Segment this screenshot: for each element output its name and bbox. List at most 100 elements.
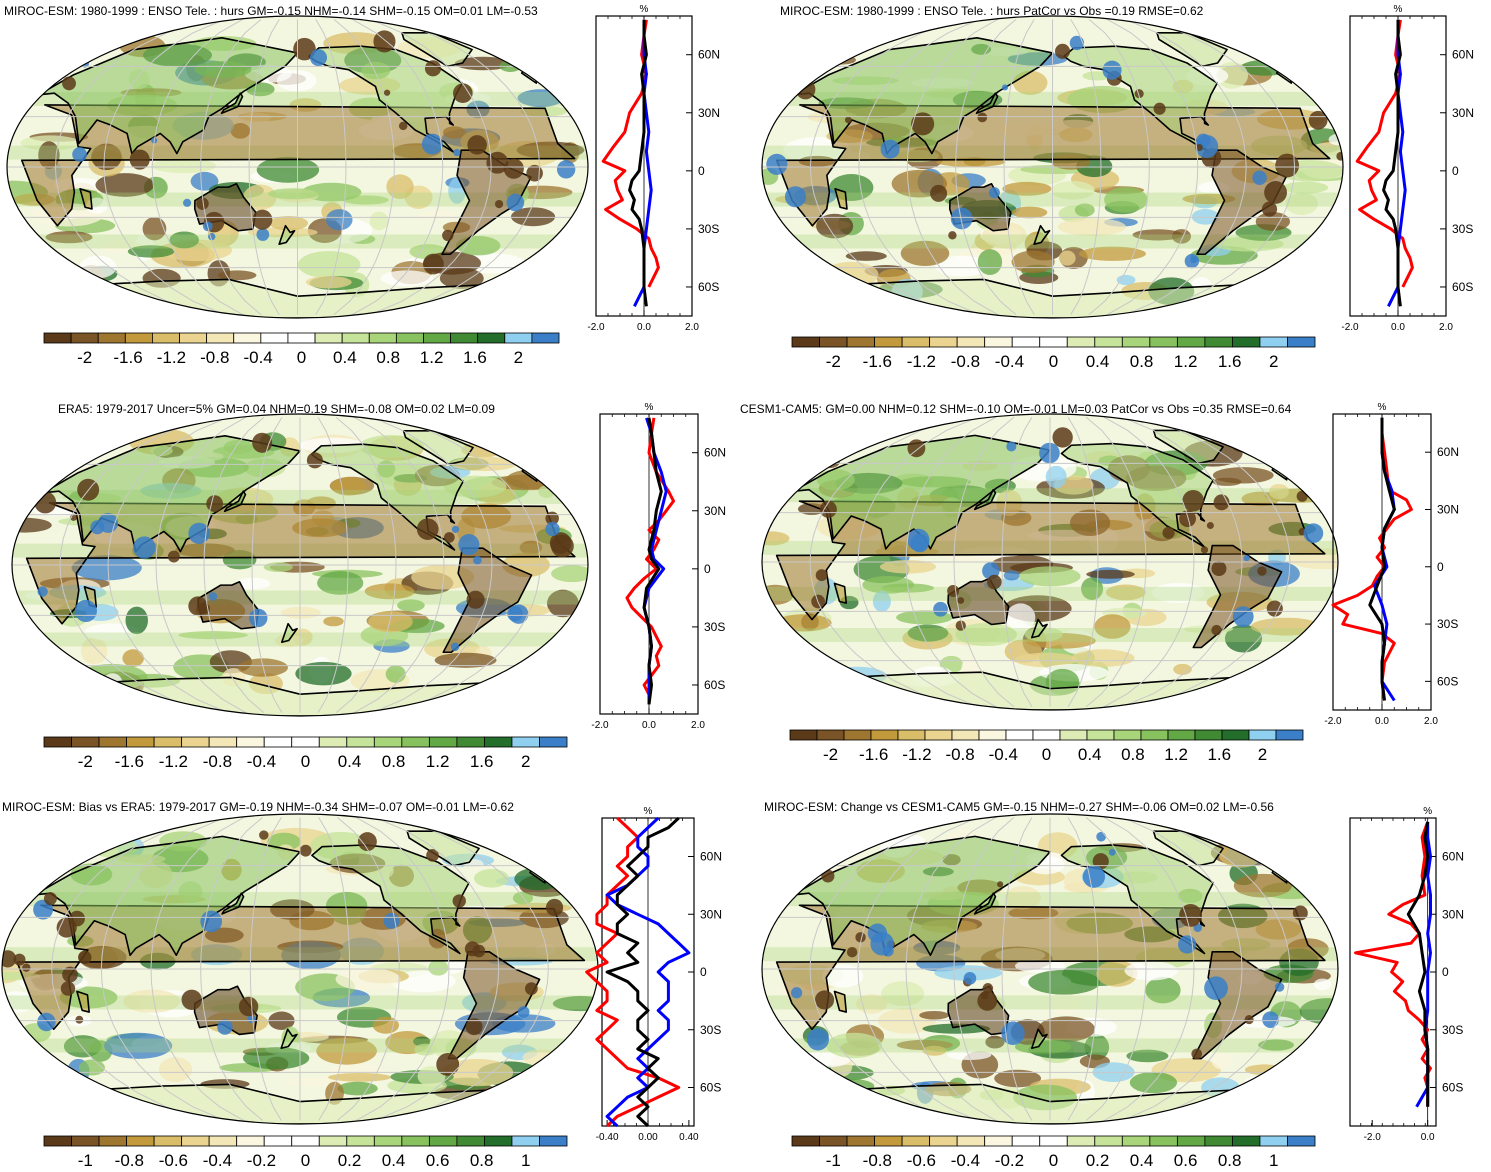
colorbar-swatch (874, 336, 903, 348)
longitude-gridline (374, 816, 500, 1122)
colorbar-swatch (1011, 336, 1041, 348)
colorbar-swatch (984, 336, 1013, 348)
colorbar-label: 0.8 (376, 348, 400, 367)
coastline (1060, 844, 1215, 955)
land-anomaly (846, 947, 858, 958)
anomaly-cell (816, 213, 854, 239)
longitude-gridline (1140, 816, 1291, 1122)
land-anomaly (784, 186, 807, 208)
land-anomaly (815, 569, 828, 582)
colorbar-swatch (124, 332, 153, 344)
anomaly-cell (1058, 250, 1076, 266)
profile-xtick-label: -0.40 (596, 1132, 619, 1143)
land-anomaly (556, 160, 576, 179)
profile-ytick-label: 60N (700, 850, 722, 864)
land-anomaly (987, 574, 1002, 590)
anomaly-cell (267, 832, 301, 851)
longitude-gridline (100, 816, 226, 1122)
longitude-gridline (1067, 817, 1099, 1121)
longitude-gridline (393, 816, 549, 1122)
colorbar-swatch (208, 1135, 238, 1147)
colorbar-label: -1 (826, 1151, 841, 1170)
coastline (281, 622, 298, 643)
colorbar-swatch (843, 729, 872, 741)
colorbar-label: -0.6 (159, 1151, 188, 1170)
colorbar-swatch (511, 736, 540, 748)
colorbar-swatch (956, 336, 986, 348)
coastline (833, 990, 848, 1013)
anomaly-cell (397, 599, 425, 612)
land-anomaly (930, 184, 948, 202)
colorbar-swatch (70, 332, 99, 344)
anomaly-cell (295, 661, 352, 686)
zonal-profile: -2.0 0.0 2.0% 60N 30N 0 30S 60S (1341, 4, 1474, 333)
land-anomaly (980, 991, 989, 1000)
profile-xtick-label: 0.0 (1391, 322, 1405, 333)
longitude-gridline (59, 416, 210, 714)
profile-xtick-label: -2.0 (587, 322, 605, 333)
colorbar-swatch (1066, 336, 1096, 348)
map-border (6, 15, 589, 319)
land-anomaly (1244, 1015, 1254, 1025)
land-anomaly (1336, 151, 1343, 161)
longitude-gridline (1106, 18, 1199, 316)
land-anomaly (206, 495, 224, 513)
profile-line-red (585, 816, 681, 1128)
land-anomaly (1052, 427, 1073, 448)
colorbar-label: 0 (1042, 745, 1051, 764)
land-anomaly (1108, 848, 1116, 856)
colorbar-label: 0.8 (1218, 1151, 1242, 1170)
world-map (761, 15, 1344, 319)
longitude-gridline (370, 18, 492, 316)
profile-ytick-label: 30N (1452, 106, 1474, 120)
longitude-gridline (906, 18, 999, 316)
colorbar-label: 0.8 (382, 752, 406, 771)
colorbar-swatch (846, 1135, 875, 1147)
colorbar-label: -1 (78, 1151, 93, 1170)
profile-ytick-label: 60S (1437, 674, 1458, 688)
longitude-gridline (315, 19, 347, 315)
longitude-gridline (203, 416, 265, 714)
anomaly-cell (512, 891, 533, 905)
land-anomaly (238, 996, 259, 1017)
land-anomaly (1134, 89, 1144, 99)
longitude-gridline (955, 18, 1017, 316)
colorbar-label: 0.8 (1130, 352, 1154, 371)
colorbar-swatch (1232, 1135, 1261, 1147)
land-anomaly (963, 972, 977, 985)
land-anomaly (183, 198, 192, 207)
anomaly-cell (900, 240, 950, 266)
anomaly-cell (891, 834, 925, 847)
profile-xtick-label: 0.0 (637, 322, 651, 333)
colorbar-swatch (401, 1135, 430, 1147)
colorbar-label: 0.4 (382, 1151, 406, 1170)
profile-xtick-label: 0.40 (679, 1132, 699, 1143)
land-anomaly (60, 981, 76, 996)
colorbar-label: 1.2 (1174, 352, 1198, 371)
land-anomaly (464, 941, 480, 957)
profile-xtick-label: -2.0 (1364, 1132, 1382, 1143)
colorbar-label: 0 (1049, 1151, 1058, 1170)
longitude-gridline (151, 18, 244, 316)
colorbar-swatch (341, 332, 370, 344)
land-anomaly (1211, 624, 1222, 636)
land-anomaly (423, 253, 444, 275)
anomaly-cell (79, 255, 117, 279)
anomaly-cell (12, 517, 52, 533)
longitude-gridline (317, 417, 349, 713)
anomaly-cell (71, 555, 142, 581)
profile-xtick-label: -2.0 (591, 720, 609, 731)
colorbar-swatch (318, 736, 348, 748)
longitude-gridline (107, 416, 228, 714)
panel-title: MIROC-ESM: 1980-1999 : ENSO Tele. : hurs… (4, 4, 538, 18)
anomaly-cell (1173, 663, 1192, 675)
colorbar-swatch (1039, 336, 1068, 348)
longitude-gridline (1003, 19, 1035, 315)
colorbar-swatch (531, 332, 560, 344)
anomaly-cell (1094, 614, 1131, 639)
land-anomaly (1252, 170, 1267, 185)
land-anomaly (293, 37, 316, 61)
longitude-gridline (1140, 416, 1291, 708)
anomaly-cell (994, 1069, 1042, 1088)
longitude-gridline (388, 18, 541, 316)
